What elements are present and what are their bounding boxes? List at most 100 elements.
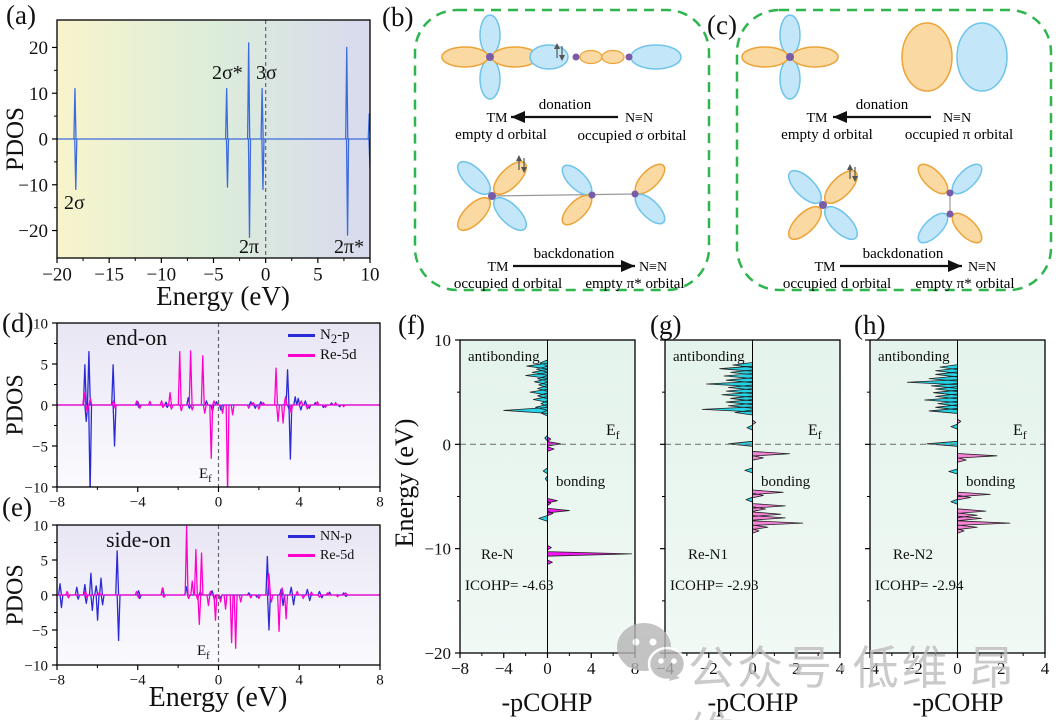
legend-item-n2p: N2-p — [288, 327, 357, 347]
icohp-value-f: ICOHP= -4.63 — [465, 578, 554, 594]
cohp-xlabel-g: -pCOHP — [707, 688, 799, 717]
panel-b-label: (b) — [382, 2, 414, 32]
svg-text:0: 0 — [748, 659, 757, 678]
wechat-icon — [617, 623, 687, 682]
svg-text:10: 10 — [434, 331, 451, 350]
svg-text:10: 10 — [33, 518, 48, 534]
svg-text:−2: −2 — [905, 659, 923, 678]
cohp-xlabel-f: -pCOHP — [501, 688, 593, 717]
electron-pair-icon — [554, 43, 565, 61]
svg-text:−4: −4 — [130, 494, 146, 510]
sigma-orbital-icon — [529, 43, 682, 70]
fermi-label-d: Ef — [199, 466, 212, 485]
backdonation-arrow — [840, 260, 962, 272]
fermi-label-e: Ef — [197, 643, 210, 662]
donation-label: donation — [539, 97, 592, 113]
nn-label: N≡N — [639, 260, 667, 275]
panel-d-label: (d) — [2, 308, 34, 338]
pdos-chart-a: −20 −15 −10 −5 0 5 10 −20 −10 0 10 20 — [18, 19, 380, 286]
svg-text:4: 4 — [587, 659, 596, 678]
svg-text:5: 5 — [41, 553, 49, 569]
svg-text:−8: −8 — [451, 659, 469, 678]
tm-label: TM — [807, 111, 829, 126]
svg-text:8: 8 — [376, 672, 384, 688]
watermark-text: 公众号·低维 昂维 — [688, 641, 1018, 720]
svg-text:0: 0 — [215, 672, 223, 688]
antibonding-label-g: antibonding — [673, 349, 745, 365]
nn-label: N≡N — [625, 111, 653, 126]
panel-g-label: (g) — [650, 310, 682, 340]
svg-text:−5: −5 — [32, 623, 48, 639]
peak-label-2pi: 2π — [239, 236, 260, 258]
svg-text:10: 10 — [29, 84, 48, 105]
legend-line-blue — [288, 535, 315, 539]
occupied-pi-caption: occupied π orbital — [905, 127, 1013, 143]
svg-text:8: 8 — [376, 494, 384, 510]
d-orbital-cross-icon — [441, 14, 539, 100]
legend-line-magenta — [288, 554, 315, 558]
legend-item-re5d: Re-5d — [288, 347, 357, 367]
d-orbital-diag-icon — [787, 164, 859, 241]
panel-e-ylabel: PDOS — [2, 564, 29, 626]
fermi-label-h: Ef — [1013, 422, 1027, 443]
tm-label: TM — [815, 260, 837, 275]
svg-text:5: 5 — [313, 265, 323, 286]
empty-d-caption: empty d orbital — [455, 127, 547, 143]
svg-text:−10: −10 — [25, 480, 48, 496]
svg-text:−8: −8 — [49, 672, 65, 688]
cohp-chart-h: −4 −2 0 2 4 — [861, 339, 1050, 678]
svg-text:0: 0 — [41, 588, 49, 604]
svg-text:−8: −8 — [49, 494, 65, 510]
svg-text:−10: −10 — [18, 175, 48, 196]
pdos-chart-d: −8 −4 0 4 8 −10 −5 0 5 10 — [25, 316, 384, 510]
svg-text:10: 10 — [361, 265, 380, 286]
svg-text:−10: −10 — [146, 265, 176, 286]
svg-text:4: 4 — [836, 659, 845, 678]
backdonation-label: backdonation — [534, 246, 615, 262]
occupied-sigma-caption: occupied σ orbital — [578, 128, 687, 144]
empty-pistar-caption: empty π* orbital — [585, 276, 684, 292]
donation-arrow — [511, 111, 618, 123]
svg-text:4: 4 — [296, 672, 304, 688]
panel-c-label: (c) — [707, 10, 737, 40]
panel-d-ylabel: PDOS — [2, 374, 29, 436]
panel-d-legend: N2-p Re-5d — [288, 327, 357, 367]
panel-e-xlabel: Energy (eV) — [148, 682, 288, 713]
pdos-chart-e: −8 −4 0 4 8 −10 −5 0 5 10 — [25, 518, 384, 688]
peak-label-2sigma-star: 2σ* — [212, 62, 243, 84]
peak-label-2pi-star: 2π* — [334, 236, 365, 258]
occupied-d-caption: occupied d orbital — [454, 276, 562, 292]
svg-text:4: 4 — [296, 494, 304, 510]
svg-text:10: 10 — [33, 316, 48, 332]
icohp-value-h: ICOHP= -2.94 — [875, 578, 964, 594]
empty-pistar-caption: empty π* orbital — [915, 276, 1014, 292]
electron-pair-icon — [516, 155, 527, 173]
legend-line-magenta — [288, 354, 315, 358]
svg-text:5: 5 — [41, 357, 49, 373]
bond-label-g: Re-N1 — [688, 547, 728, 563]
svg-text:0: 0 — [543, 659, 552, 678]
pi-star-orbital-icon — [561, 163, 666, 226]
svg-text:−10: −10 — [25, 658, 48, 674]
svg-text:−4: −4 — [861, 659, 880, 678]
dashed-border — [413, 8, 711, 292]
empty-d-caption: empty d orbital — [781, 127, 873, 143]
antibonding-label-h: antibonding — [878, 349, 950, 365]
dashed-border — [735, 8, 1053, 292]
peak-label-3sigma: 3σ — [256, 62, 277, 84]
svg-text:−5: −5 — [32, 439, 48, 455]
svg-text:2: 2 — [997, 659, 1006, 678]
bonding-label-f: bonding — [556, 474, 606, 490]
svg-text:−4: −4 — [130, 672, 146, 688]
panel-e-title: side-on — [106, 527, 171, 552]
peak-label-2sigma: 2σ — [64, 192, 85, 214]
svg-text:0: 0 — [39, 130, 49, 151]
svg-text:−5: −5 — [203, 265, 223, 286]
svg-text:−4: −4 — [495, 659, 514, 678]
tm-label: TM — [488, 260, 510, 275]
bonding-label-g: bonding — [761, 474, 811, 490]
donation-arrow — [833, 111, 931, 123]
svg-text:−2: −2 — [700, 659, 718, 678]
